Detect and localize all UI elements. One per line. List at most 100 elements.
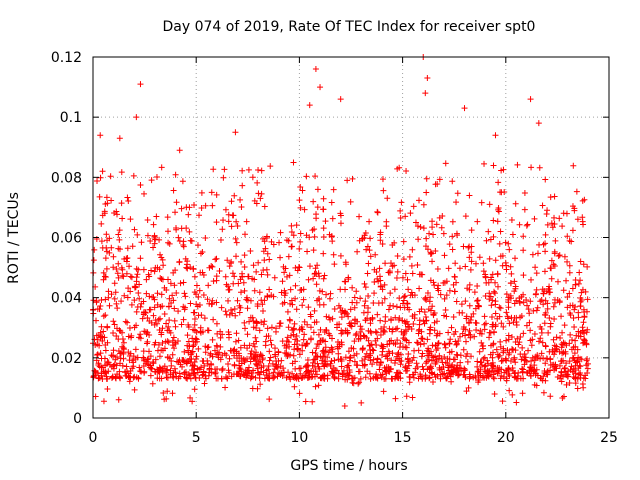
data-point	[462, 367, 469, 374]
data-point	[159, 340, 166, 347]
data-point	[322, 218, 329, 225]
data-point	[189, 348, 196, 355]
data-point	[170, 297, 177, 304]
data-point	[430, 312, 437, 319]
data-point	[383, 218, 390, 225]
data-point	[277, 229, 284, 236]
data-point	[149, 358, 156, 365]
data-point	[520, 247, 527, 254]
data-point	[374, 275, 381, 282]
data-point	[102, 312, 109, 319]
data-point	[312, 265, 319, 272]
data-point	[442, 344, 449, 351]
data-point	[421, 309, 428, 316]
data-point	[537, 335, 544, 342]
data-point	[159, 276, 166, 283]
data-point	[544, 207, 551, 214]
y-tick-label: 0.02	[51, 351, 82, 367]
data-point	[313, 215, 320, 222]
data-point	[115, 231, 122, 238]
data-point	[166, 240, 173, 247]
data-point	[583, 341, 590, 348]
data-point	[292, 295, 299, 302]
data-point	[379, 371, 386, 378]
data-point	[498, 167, 505, 174]
data-point	[354, 248, 361, 255]
data-point	[287, 300, 294, 307]
data-point	[180, 238, 187, 245]
data-point	[169, 390, 176, 397]
data-point	[534, 352, 541, 359]
data-point	[158, 164, 165, 171]
data-point	[431, 371, 438, 378]
data-point	[191, 201, 198, 208]
data-point	[490, 328, 497, 335]
data-point	[331, 306, 338, 313]
data-point	[564, 233, 571, 240]
data-point	[266, 348, 273, 355]
data-point	[387, 365, 394, 372]
data-point	[314, 204, 321, 211]
data-point	[524, 221, 531, 228]
data-point	[279, 278, 286, 285]
data-point	[141, 369, 148, 376]
data-point	[362, 317, 369, 324]
data-point	[264, 271, 271, 278]
data-point	[323, 313, 330, 320]
data-point	[205, 372, 212, 379]
data-point	[526, 310, 533, 317]
data-point	[320, 347, 327, 354]
data-point	[157, 275, 164, 282]
data-point	[547, 393, 554, 400]
data-point	[97, 350, 104, 357]
data-point	[579, 328, 586, 335]
data-point	[238, 289, 244, 296]
data-point	[341, 402, 348, 409]
data-point	[560, 349, 567, 356]
data-point	[374, 375, 381, 382]
data-point	[116, 360, 123, 367]
data-point	[243, 296, 250, 303]
data-point	[173, 199, 180, 206]
data-point	[538, 350, 545, 357]
data-point	[213, 219, 220, 226]
data-point	[468, 249, 475, 256]
data-point	[536, 241, 543, 248]
data-point	[467, 332, 474, 339]
data-point	[579, 218, 586, 225]
data-point	[308, 374, 315, 381]
data-point	[107, 173, 114, 180]
data-point	[145, 271, 152, 278]
data-point	[159, 325, 166, 332]
data-point	[137, 331, 144, 338]
data-point	[92, 393, 99, 400]
data-point	[213, 299, 220, 306]
data-point	[311, 307, 318, 314]
data-point	[519, 353, 526, 360]
x-tick-label: 25	[600, 430, 618, 446]
data-point	[492, 279, 499, 286]
data-point	[205, 343, 212, 350]
data-point	[259, 301, 266, 308]
data-point	[490, 162, 497, 169]
data-point	[361, 280, 368, 287]
data-point	[168, 362, 175, 369]
data-point	[370, 299, 377, 306]
data-point	[571, 205, 578, 212]
data-point	[200, 272, 207, 279]
data-point	[260, 321, 267, 328]
data-point	[549, 224, 556, 231]
data-point	[382, 375, 389, 382]
data-point	[438, 366, 445, 373]
plot-frame	[92, 56, 610, 419]
data-point	[387, 290, 394, 297]
data-point	[201, 380, 208, 387]
data-point	[542, 176, 549, 183]
data-point	[117, 355, 124, 362]
data-point	[209, 202, 216, 209]
data-point	[281, 269, 288, 276]
data-point	[398, 199, 405, 206]
data-point	[539, 377, 546, 384]
data-point	[492, 310, 499, 317]
